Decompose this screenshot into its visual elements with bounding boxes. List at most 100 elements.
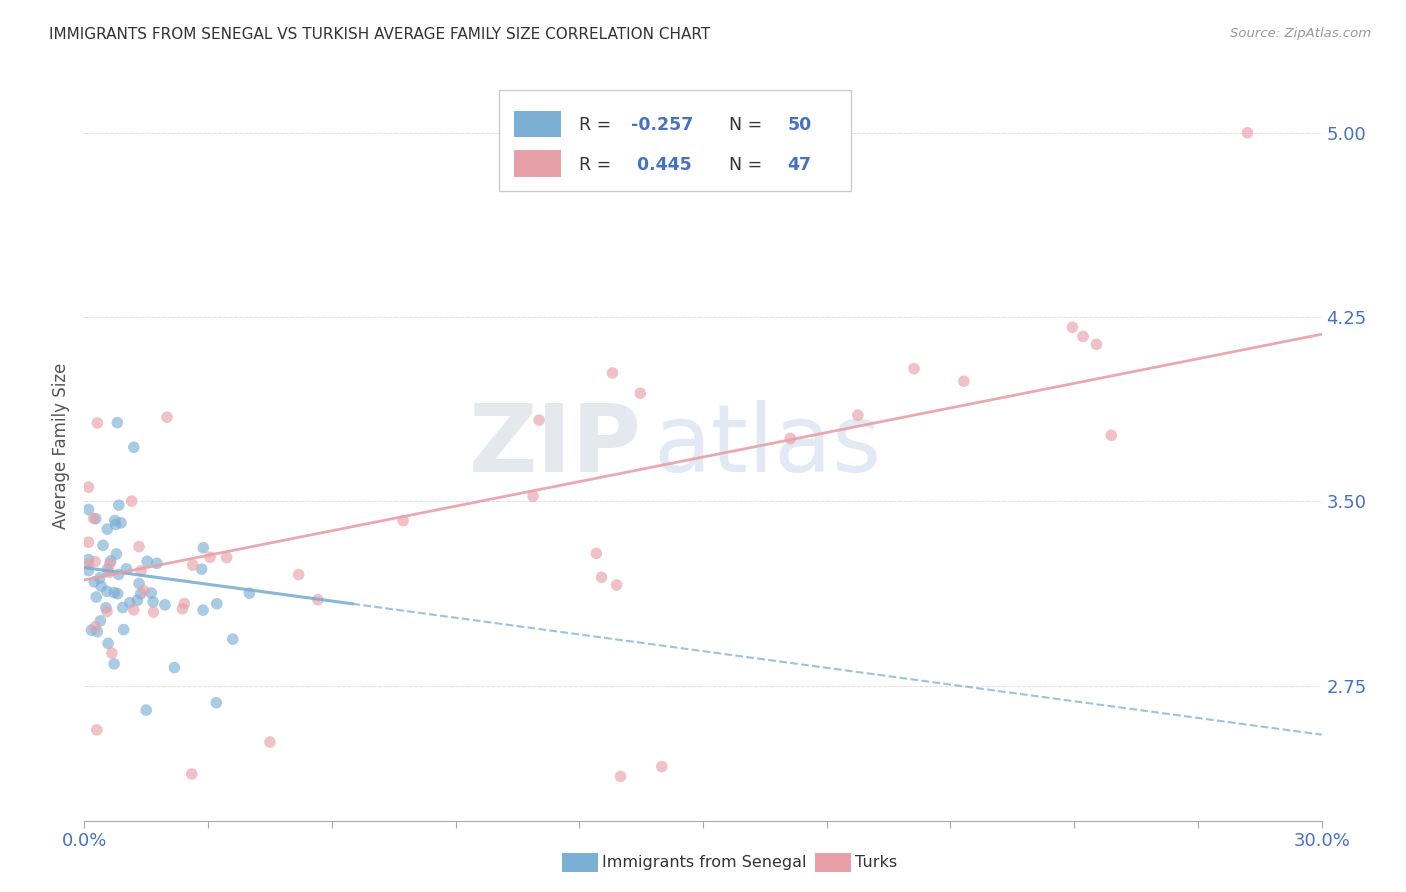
Point — [146, 557, 169, 571]
Point — [94, 600, 117, 615]
Point — [122, 603, 145, 617]
Point — [86, 416, 108, 430]
Point — [585, 546, 607, 560]
Point — [591, 570, 613, 584]
Point — [190, 562, 212, 576]
Point — [181, 558, 204, 573]
Point — [90, 579, 112, 593]
FancyBboxPatch shape — [499, 90, 852, 191]
Point — [527, 413, 550, 427]
Point — [84, 620, 107, 634]
Point — [112, 623, 135, 637]
Text: Immigrants from Senegal: Immigrants from Senegal — [602, 855, 806, 870]
Point — [127, 593, 149, 607]
Point — [129, 564, 152, 578]
Point — [89, 571, 111, 585]
Text: 47: 47 — [787, 156, 811, 174]
Text: -0.257: -0.257 — [631, 116, 693, 135]
Point — [84, 555, 107, 569]
Point — [77, 480, 100, 494]
Point — [142, 595, 165, 609]
Point — [100, 554, 122, 568]
Point — [96, 584, 118, 599]
Point — [222, 632, 245, 647]
Point — [141, 586, 163, 600]
Text: ZIP: ZIP — [468, 400, 641, 492]
Point — [86, 723, 108, 737]
Point — [129, 587, 152, 601]
Point — [84, 590, 107, 604]
Point — [96, 562, 118, 576]
Point — [522, 489, 544, 503]
Y-axis label: Average Family Size: Average Family Size — [52, 363, 70, 529]
Point — [903, 361, 925, 376]
Point — [128, 540, 150, 554]
Point — [107, 587, 129, 601]
Point — [101, 646, 124, 660]
Point — [77, 558, 100, 572]
Point — [392, 514, 415, 528]
Point — [1236, 126, 1258, 140]
Point — [110, 516, 132, 530]
Point — [97, 636, 120, 650]
Point — [606, 578, 628, 592]
Point — [83, 511, 105, 525]
Point — [1071, 329, 1094, 343]
Point — [128, 576, 150, 591]
Point — [115, 562, 138, 576]
Point — [142, 605, 165, 619]
Point — [953, 374, 976, 388]
Point — [779, 432, 801, 446]
Point — [104, 514, 127, 528]
Point — [77, 552, 100, 566]
Point — [105, 416, 128, 430]
Point — [153, 598, 176, 612]
Point — [205, 597, 228, 611]
Text: N =: N = — [718, 116, 768, 135]
Point — [609, 769, 631, 783]
Point — [628, 386, 651, 401]
Point — [205, 696, 228, 710]
Point — [1099, 428, 1122, 442]
Point — [156, 410, 179, 425]
Point — [136, 554, 159, 568]
Point — [77, 502, 100, 516]
Point — [86, 624, 108, 639]
Point — [1062, 320, 1084, 334]
Point — [107, 567, 129, 582]
Point — [103, 657, 125, 671]
Text: atlas: atlas — [654, 400, 882, 492]
Point — [104, 517, 127, 532]
Point — [238, 586, 260, 600]
Point — [259, 735, 281, 749]
Point — [602, 366, 624, 380]
Point — [77, 535, 100, 549]
Text: R =: R = — [579, 156, 617, 174]
Point — [135, 703, 157, 717]
Text: N =: N = — [718, 156, 768, 174]
Point — [103, 585, 125, 599]
Point — [287, 567, 309, 582]
Text: 0.445: 0.445 — [631, 156, 692, 174]
Point — [307, 592, 329, 607]
Point — [193, 541, 215, 555]
Text: Turks: Turks — [855, 855, 897, 870]
Text: IMMIGRANTS FROM SENEGAL VS TURKISH AVERAGE FAMILY SIZE CORRELATION CHART: IMMIGRANTS FROM SENEGAL VS TURKISH AVERA… — [49, 27, 710, 42]
Text: R =: R = — [579, 116, 617, 135]
Point — [80, 624, 103, 638]
Point — [96, 522, 118, 536]
Point — [180, 767, 202, 781]
Point — [96, 605, 118, 619]
Point — [191, 603, 214, 617]
Point — [122, 440, 145, 454]
Point — [172, 601, 194, 615]
Point — [215, 550, 238, 565]
Point — [198, 550, 221, 565]
Point — [107, 498, 129, 512]
Point — [1085, 337, 1108, 351]
Point — [84, 512, 107, 526]
Point — [163, 660, 186, 674]
Point — [98, 566, 121, 580]
Point — [846, 408, 869, 422]
Text: Source: ZipAtlas.com: Source: ZipAtlas.com — [1230, 27, 1371, 40]
